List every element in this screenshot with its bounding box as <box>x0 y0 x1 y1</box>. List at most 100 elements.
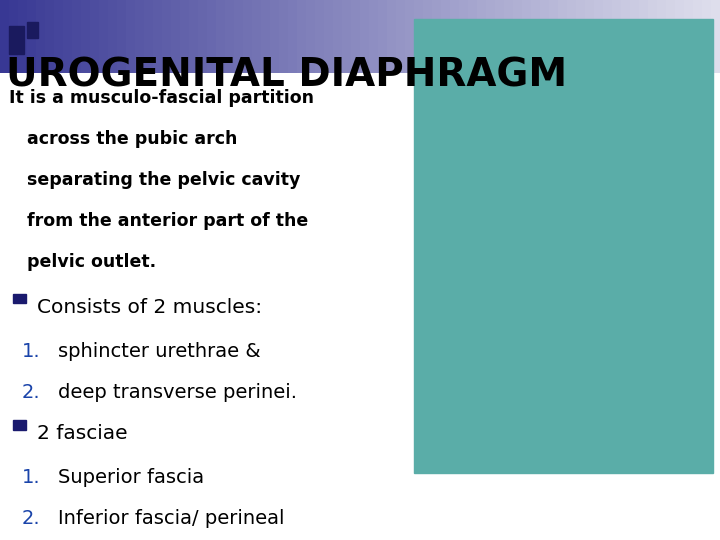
Bar <box>36 0 46 73</box>
Bar <box>90 0 101 73</box>
Text: from the anterior part of the: from the anterior part of the <box>9 212 308 230</box>
Bar <box>441 0 451 73</box>
Bar <box>315 0 325 73</box>
Bar <box>630 0 641 73</box>
Bar <box>144 0 154 73</box>
Bar <box>675 0 685 73</box>
Bar <box>387 0 397 73</box>
Text: sphincter urethrae &: sphincter urethrae & <box>58 342 260 361</box>
Bar <box>612 0 622 73</box>
Bar <box>234 0 245 73</box>
Bar <box>153 0 163 73</box>
Text: 2.: 2. <box>22 509 40 528</box>
Text: Consists of 2 muscles:: Consists of 2 muscles: <box>37 298 263 316</box>
Bar <box>81 0 91 73</box>
Text: pelvic outlet.: pelvic outlet. <box>9 253 156 271</box>
Bar <box>351 0 361 73</box>
Bar <box>369 0 379 73</box>
Bar <box>324 0 334 73</box>
Bar <box>279 0 289 73</box>
Bar <box>252 0 262 73</box>
Bar <box>459 0 469 73</box>
Bar <box>54 0 65 73</box>
Bar <box>432 0 442 73</box>
Bar <box>216 0 226 73</box>
Bar <box>522 0 532 73</box>
Bar <box>333 0 343 73</box>
Bar <box>666 0 677 73</box>
Bar <box>99 0 109 73</box>
Bar <box>603 0 613 73</box>
Bar <box>657 0 667 73</box>
Bar <box>495 0 505 73</box>
Bar <box>180 0 190 73</box>
Bar <box>360 0 370 73</box>
Bar <box>558 0 569 73</box>
Bar <box>540 0 550 73</box>
Bar <box>414 19 713 472</box>
Text: UROGENITAL DIAPHRAGM: UROGENITAL DIAPHRAGM <box>6 57 567 94</box>
Bar <box>693 0 703 73</box>
Bar <box>414 0 424 73</box>
Bar <box>63 0 73 73</box>
Bar <box>486 0 497 73</box>
Bar <box>585 0 595 73</box>
Text: It is a musculo-fascial partition: It is a musculo-fascial partition <box>9 89 314 107</box>
Bar <box>468 0 478 73</box>
Bar <box>396 0 407 73</box>
Bar <box>135 0 145 73</box>
Text: 1.: 1. <box>22 342 40 361</box>
Bar <box>243 0 253 73</box>
Bar <box>639 0 649 73</box>
Bar <box>405 0 415 73</box>
Bar <box>702 0 712 73</box>
Bar <box>378 0 389 73</box>
Bar <box>13 294 26 303</box>
Bar <box>261 0 271 73</box>
Bar <box>531 0 541 73</box>
Text: 2 fasciae: 2 fasciae <box>37 424 128 443</box>
Bar <box>207 0 217 73</box>
Bar <box>576 0 586 73</box>
Bar <box>27 22 38 38</box>
Bar <box>648 0 658 73</box>
Bar <box>9 0 19 73</box>
Bar <box>504 0 514 73</box>
Text: 1.: 1. <box>22 468 40 487</box>
Bar <box>567 0 577 73</box>
Bar <box>27 0 37 73</box>
Bar <box>72 0 82 73</box>
Bar <box>594 0 604 73</box>
Bar <box>198 0 209 73</box>
Text: deep transverse perinei.: deep transverse perinei. <box>58 383 297 402</box>
Bar <box>621 0 631 73</box>
Text: Inferior fascia/ perineal: Inferior fascia/ perineal <box>58 509 284 528</box>
Bar <box>297 0 307 73</box>
Bar <box>450 0 461 73</box>
Bar <box>117 0 127 73</box>
Bar <box>423 0 433 73</box>
Bar <box>45 0 55 73</box>
Text: across the pubic arch: across the pubic arch <box>9 130 237 148</box>
Text: separating the pelvic cavity: separating the pelvic cavity <box>9 171 300 189</box>
Bar <box>162 0 173 73</box>
Bar <box>0 0 11 73</box>
Bar <box>13 420 26 430</box>
Text: Superior fascia: Superior fascia <box>58 468 204 487</box>
Bar <box>189 0 199 73</box>
Bar <box>225 0 235 73</box>
Bar <box>9 26 24 54</box>
Bar <box>108 0 119 73</box>
Bar <box>477 0 487 73</box>
Bar <box>126 0 137 73</box>
Bar <box>18 0 29 73</box>
Bar <box>270 0 281 73</box>
Bar <box>711 0 720 73</box>
Bar <box>288 0 299 73</box>
Bar <box>513 0 523 73</box>
Bar <box>306 0 317 73</box>
Bar <box>684 0 694 73</box>
Bar <box>549 0 559 73</box>
Text: 2.: 2. <box>22 383 40 402</box>
Bar <box>342 0 353 73</box>
